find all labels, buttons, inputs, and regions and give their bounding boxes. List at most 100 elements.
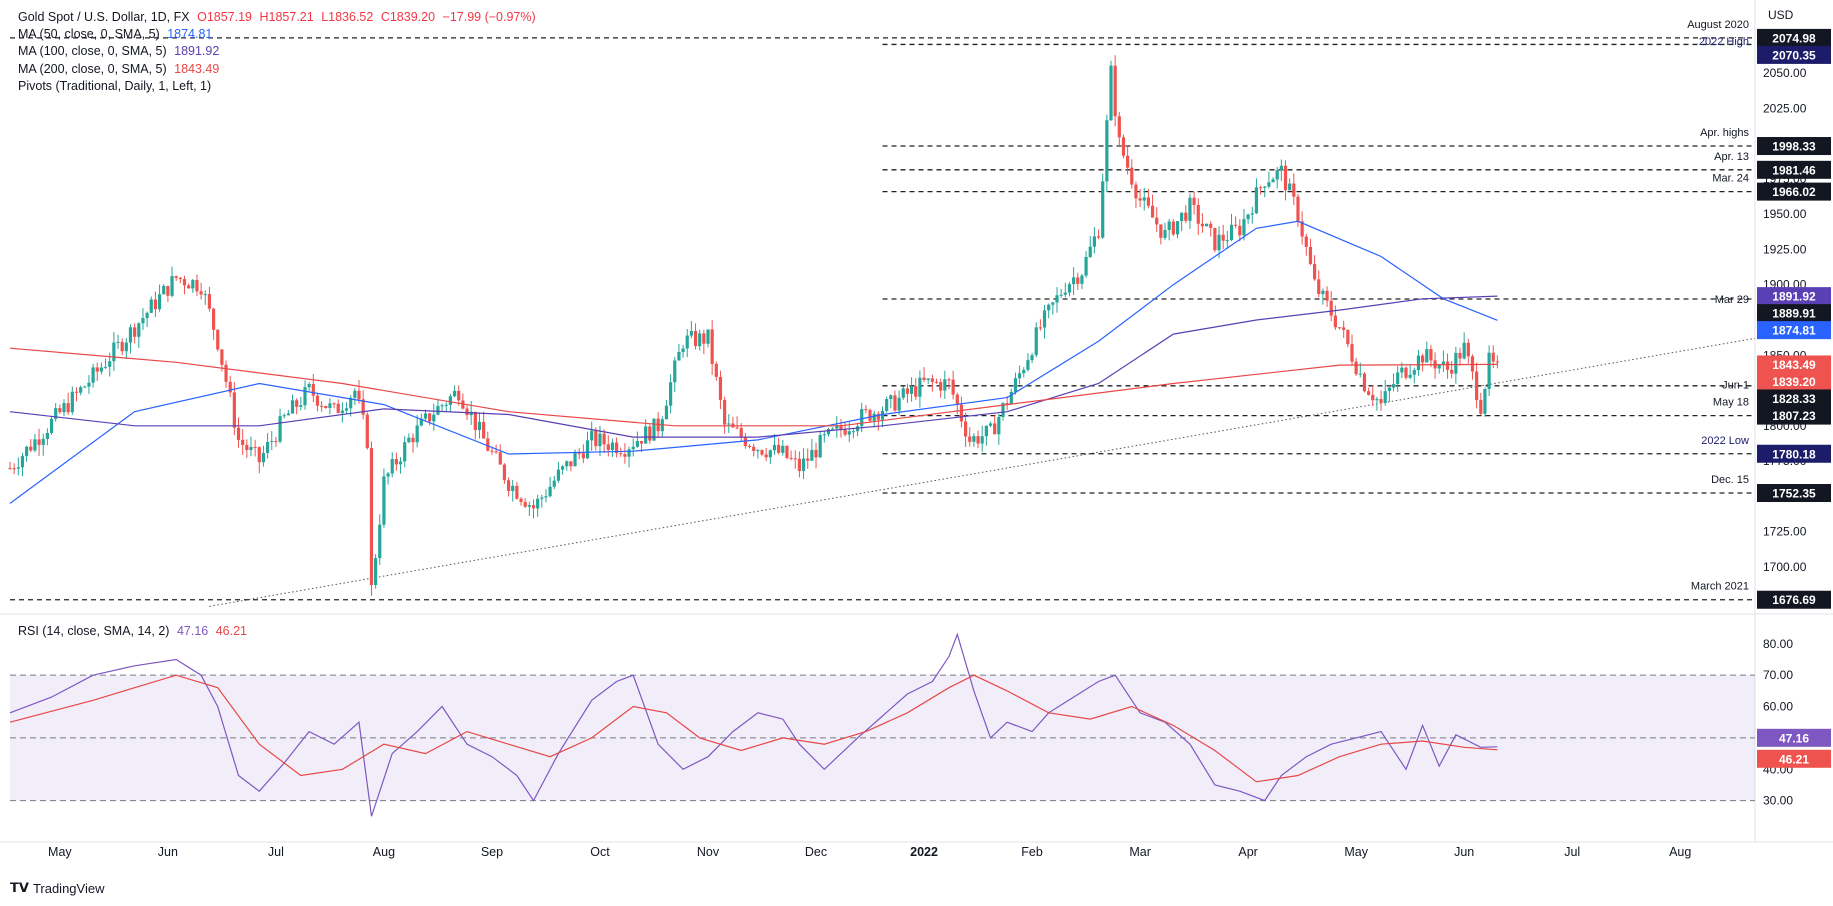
candle-body — [1283, 165, 1288, 191]
candle-body — [1346, 329, 1350, 345]
ma50-legend[interactable]: MA (50, close, 0, SMA, 5) 1874.81 — [18, 27, 212, 41]
price-label-value: 1891.92 — [1772, 290, 1816, 304]
candle-body — [311, 384, 315, 396]
price-label-box — [1757, 355, 1831, 374]
candle-body — [1030, 355, 1034, 361]
candle-body — [1184, 212, 1188, 221]
price-label-box — [1757, 321, 1831, 340]
candle-body — [477, 421, 482, 431]
price-label-value: 1807.23 — [1772, 409, 1816, 423]
price-tick-label: 1725.00 — [1763, 525, 1807, 539]
candle-body — [157, 294, 162, 310]
candle-body — [236, 427, 241, 440]
candle-body — [182, 279, 187, 286]
candle-body — [1146, 197, 1151, 206]
candle-body — [785, 445, 789, 458]
candle-body — [270, 441, 274, 443]
ma100-label: MA (100, close, 0, SMA, 5) — [18, 44, 167, 58]
rsi-tick-label: 70.00 — [1763, 668, 1793, 682]
candle-body — [693, 330, 698, 347]
candle-body — [1263, 186, 1267, 188]
candle-body — [1304, 236, 1308, 247]
candle-body — [590, 430, 594, 441]
candle-body — [934, 381, 939, 383]
pivots-legend[interactable]: Pivots (Traditional, Daily, 1, Left, 1) — [18, 79, 211, 93]
candle-body — [87, 382, 91, 387]
candle-body — [1300, 221, 1304, 237]
candle-body — [436, 405, 440, 415]
candle-body — [1051, 302, 1055, 305]
candle-body — [868, 410, 872, 421]
candle-body — [45, 432, 49, 439]
candle-body — [303, 387, 307, 406]
candle-body — [344, 408, 349, 411]
candle-body — [1379, 399, 1383, 403]
rsi-line-1 — [9, 674, 1498, 783]
candle-body — [274, 441, 278, 443]
candle-body — [187, 285, 191, 289]
rsi-legend[interactable]: RSI (14, close, SMA, 14, 2) 47.16 46.21 — [18, 624, 247, 638]
candle-body — [1441, 361, 1445, 365]
candle-body — [328, 403, 332, 408]
open-value: O1857.19 — [197, 10, 253, 24]
candle-body — [980, 436, 984, 444]
candle-body — [806, 458, 810, 461]
candle-body — [801, 458, 806, 471]
rsi-value-box — [1757, 728, 1831, 747]
candle-body — [1367, 391, 1371, 395]
candle-body — [365, 414, 369, 449]
candle-body — [282, 415, 286, 417]
candle-body — [681, 348, 685, 352]
candle-body — [930, 378, 934, 382]
candle-body — [1267, 182, 1271, 187]
price-label-value: 1780.18 — [1772, 447, 1816, 461]
price-label-value: 2070.35 — [1772, 48, 1816, 62]
candle-body — [797, 458, 802, 471]
candle-body — [1005, 403, 1009, 405]
candle-body — [1325, 290, 1329, 301]
candle-body — [448, 396, 453, 405]
price-label-value: 1843.49 — [1772, 358, 1816, 372]
candle-body — [943, 379, 947, 391]
candle-body — [1383, 391, 1387, 403]
price-label-value: 1966.02 — [1772, 185, 1816, 199]
candle-body — [224, 364, 228, 382]
time-tick-label: Nov — [697, 845, 720, 859]
tradingview-branding[interactable]: 𝗧𝗩 TradingView — [10, 880, 104, 896]
pivots-label: Pivots (Traditional, Daily, 1, Left, 1) — [18, 79, 212, 93]
price-level-note: Mar 29 — [1715, 294, 1749, 306]
candle-body — [1308, 246, 1313, 264]
price-level-note: Apr. 13 — [1714, 151, 1749, 163]
candle-body — [66, 403, 70, 413]
price-level-note: Apr. highs — [1700, 127, 1749, 139]
candle-body — [1288, 183, 1292, 191]
candle-body — [764, 454, 768, 458]
candle-body — [482, 421, 486, 439]
candle-body — [1479, 400, 1483, 414]
candle-body — [1084, 256, 1088, 276]
candle-body — [191, 279, 195, 289]
symbol-header[interactable]: Gold Spot / U.S. Dollar, 1D, FX O1857.19… — [18, 10, 536, 24]
candle-body — [972, 436, 976, 442]
ma200-legend[interactable]: MA (200, close, 0, SMA, 5) 1843.49 — [18, 62, 219, 76]
rsi-tick-label: 60.00 — [1763, 700, 1793, 714]
time-tick-label: Oct — [590, 845, 610, 859]
candle-body — [822, 434, 826, 436]
ma100-legend[interactable]: MA (100, close, 0, SMA, 5) 1891.92 — [18, 44, 219, 58]
candle-body — [1279, 165, 1283, 171]
price-tick-label: 1925.00 — [1763, 242, 1807, 256]
candle-body — [959, 404, 964, 422]
candle-body — [639, 441, 644, 444]
candle-body — [623, 454, 627, 457]
low-value: L1836.52 — [321, 10, 374, 24]
candle-body — [810, 449, 814, 461]
candle-body — [1113, 65, 1117, 117]
candle-body — [149, 299, 153, 313]
rsi-tick-label: 30.00 — [1763, 794, 1793, 808]
candle-body — [498, 452, 502, 465]
candle-body — [382, 476, 386, 525]
ma200-value: 1843.49 — [174, 62, 220, 76]
candle-body — [1063, 292, 1067, 295]
candle-body — [232, 392, 236, 428]
candle-body — [253, 446, 257, 448]
